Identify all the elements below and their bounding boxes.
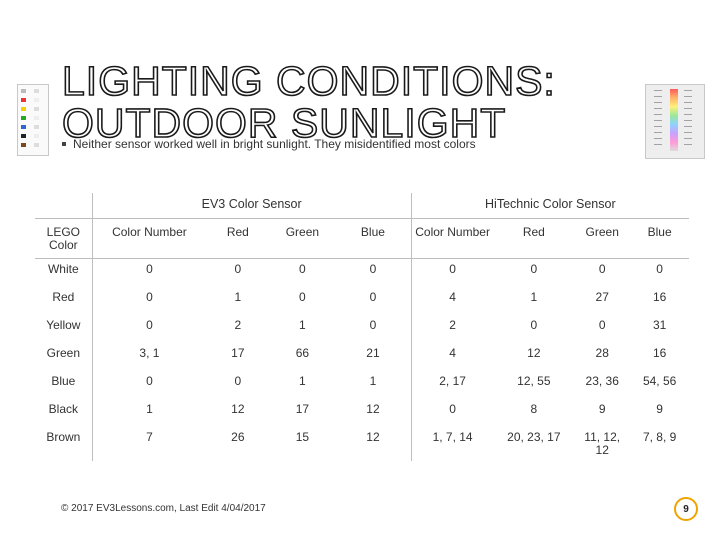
table-row: White 0 0 0 0 0 0 0 0 bbox=[35, 258, 689, 287]
reading-cell: 21 bbox=[366, 346, 380, 360]
reading-cell: 2 bbox=[234, 318, 242, 332]
reading-cell: 4 bbox=[410, 287, 494, 315]
reading-cell: 1 bbox=[530, 290, 538, 304]
column-header: Red bbox=[493, 218, 575, 259]
reading-cell: 26 bbox=[231, 430, 245, 444]
table-row: Green 3, 1 17 66 21 4 12 28 16 bbox=[35, 343, 689, 371]
reading-cell: 0 bbox=[91, 315, 207, 343]
reading-cell: 4 bbox=[410, 343, 494, 371]
reading-cell: 20, 23, 17 bbox=[507, 430, 561, 444]
reading-cell: 7 bbox=[91, 427, 207, 461]
reading-cell: 28 bbox=[595, 346, 609, 360]
group-header-row: EV3 Color Sensor HiTechnic Color Sensor bbox=[35, 193, 689, 219]
bullet-text: Neither sensor worked well in bright sun… bbox=[73, 137, 476, 151]
reading-cell: 1 bbox=[234, 290, 242, 304]
reading-cell: 0 bbox=[299, 290, 306, 304]
lego-color-cell: White bbox=[47, 262, 79, 276]
column-header: Green bbox=[574, 218, 631, 259]
table-row: Blue 0 0 1 1 2, 17 12, 55 23, 36 54, 56 bbox=[35, 371, 689, 399]
reading-cell: 0 bbox=[369, 262, 377, 276]
footer-copyright: © 2017 EV3Lessons.com, Last Edit 4/04/20… bbox=[61, 503, 266, 514]
reading-cell: 2 bbox=[410, 315, 494, 343]
reading-cell: 0 bbox=[234, 262, 242, 276]
thumbnail-hitechnic-colors bbox=[645, 84, 705, 159]
reading-cell: 12 bbox=[366, 430, 380, 444]
page-number-badge: 9 bbox=[674, 497, 698, 521]
empty-header-cell bbox=[35, 193, 93, 219]
column-header: Blue bbox=[335, 218, 412, 259]
column-header: Color Number bbox=[410, 218, 494, 259]
reading-cell: 0 bbox=[369, 290, 377, 304]
title-line-1: LIGHTING CONDITIONS: bbox=[61, 58, 556, 104]
reading-cell: 3, 1 bbox=[91, 343, 207, 371]
table-row: Yellow 0 2 1 0 2 0 0 31 bbox=[35, 315, 689, 343]
reading-cell: 16 bbox=[652, 346, 667, 360]
reading-cell: 31 bbox=[652, 318, 667, 332]
table-row: Red 0 1 0 0 4 1 27 16 bbox=[35, 287, 689, 315]
lego-color-cell: Black bbox=[48, 402, 78, 416]
lego-color-cell: Yellow bbox=[46, 318, 81, 332]
reading-cell: 7, 8, 9 bbox=[642, 430, 677, 444]
reading-cell: 0 bbox=[530, 318, 538, 332]
reading-cell: 0 bbox=[299, 262, 306, 276]
reading-cell: 1 bbox=[91, 399, 207, 427]
lego-color-cell: Red bbox=[52, 290, 75, 304]
reading-cell: 0 bbox=[234, 374, 242, 388]
reading-cell: 12 bbox=[366, 402, 380, 416]
reading-cell: 66 bbox=[295, 346, 310, 360]
reading-cell: 12 bbox=[231, 402, 245, 416]
ev3-sensor-header: EV3 Color Sensor bbox=[91, 193, 412, 219]
reading-cell: 0 bbox=[598, 318, 606, 332]
reading-cell: 0 bbox=[369, 318, 377, 332]
reading-cell: 8 bbox=[530, 402, 538, 416]
lego-color-cell: Brown bbox=[46, 430, 81, 444]
reading-cell: 1, 7, 14 bbox=[410, 427, 494, 461]
column-header: Blue bbox=[630, 218, 689, 259]
title-line-2: OUTDOOR SUNLIGHT bbox=[61, 100, 507, 146]
reading-cell: 23, 36 bbox=[585, 374, 619, 388]
column-header: LEGO Color bbox=[35, 218, 93, 259]
reading-cell: 12, 55 bbox=[517, 374, 551, 388]
reading-cell: 0 bbox=[656, 262, 663, 276]
reading-cell: 17 bbox=[295, 402, 310, 416]
reading-cell: 27 bbox=[595, 290, 609, 304]
reading-cell: 1 bbox=[369, 374, 377, 388]
lego-color-cell: Green bbox=[46, 346, 81, 360]
reading-cell: 0 bbox=[530, 262, 538, 276]
table-row: Brown 7 26 15 12 1, 7, 14 20, 23, 17 11, 12, 12… bbox=[35, 427, 689, 461]
reading-cell: 0 bbox=[410, 399, 494, 427]
reading-cell: 2, 17 bbox=[410, 371, 494, 399]
column-header: Red bbox=[206, 218, 270, 259]
reading-cell: 1 bbox=[299, 318, 306, 332]
thumbnail-ev3-colors bbox=[17, 84, 49, 156]
reading-cell: 1 bbox=[299, 374, 306, 388]
color-readings-table: EV3 Color Sensor HiTechnic Color Sensor … bbox=[35, 193, 689, 461]
column-header-row: LEGO Color Color Number Red Green Blue C… bbox=[35, 218, 689, 259]
reading-cell: 16 bbox=[652, 290, 667, 304]
reading-cell: 9 bbox=[656, 402, 663, 416]
column-header: Green bbox=[269, 218, 336, 259]
reading-cell: 0 bbox=[91, 371, 207, 399]
reading-cell: 11, 12, 12 bbox=[584, 430, 621, 457]
reading-cell: 0 bbox=[91, 258, 207, 287]
bullet-point: Neither sensor worked well in bright sun… bbox=[62, 137, 476, 151]
reading-cell: 15 bbox=[295, 430, 310, 444]
reading-cell: 17 bbox=[231, 346, 245, 360]
reading-cell: 0 bbox=[598, 262, 606, 276]
reading-cell: 54, 56 bbox=[642, 374, 677, 388]
bullet-icon bbox=[62, 142, 66, 146]
column-header: Color Number bbox=[91, 218, 207, 259]
reading-cell: 9 bbox=[598, 402, 606, 416]
lego-color-cell: Blue bbox=[51, 374, 76, 388]
table-row: Black 1 12 17 12 0 8 9 9 bbox=[35, 399, 689, 427]
hitechnic-sensor-header: HiTechnic Color Sensor bbox=[410, 193, 689, 219]
reading-cell: 0 bbox=[91, 287, 207, 315]
reading-cell: 0 bbox=[410, 258, 494, 287]
reading-cell: 12 bbox=[527, 346, 541, 360]
page-title: LIGHTING CONDITIONS: OUTDOOR SUNLIGHT bbox=[61, 58, 562, 146]
